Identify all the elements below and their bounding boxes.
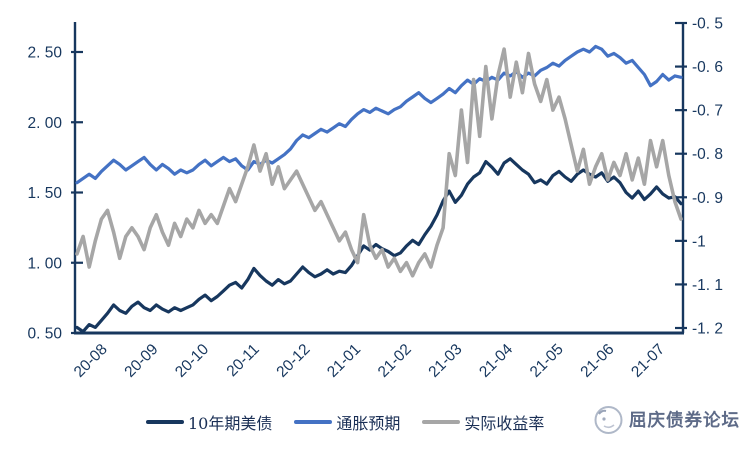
- legend-swatch-10y-treasury: [146, 420, 184, 424]
- legend: 10年期美债 通胀预期 实际收益率: [146, 410, 544, 434]
- right-axis-tick-label: -0. 6: [692, 59, 723, 76]
- x-axis-tick-label: 20-12: [273, 341, 313, 381]
- series-line-10y-treasury: [75, 157, 683, 334]
- watermark: 屈庆债券论坛: [592, 401, 740, 437]
- left-axis-tick-label: 1. 50: [28, 185, 63, 202]
- right-axis-tick-label: -0. 7: [692, 103, 723, 120]
- left-axis-tick-label: 1. 00: [28, 255, 63, 272]
- legend-item-real-yield: 实际收益率: [422, 410, 544, 434]
- left-axis-tick-label: 2. 00: [28, 115, 63, 132]
- x-axis-tick-label: 21-05: [527, 341, 567, 381]
- right-axis-tick-label: -1. 1: [692, 277, 723, 294]
- series-line-inflation-expectation: [75, 44, 683, 185]
- x-axis-tick-label: 21-07: [628, 341, 668, 381]
- x-axis-tick-label: 21-02: [375, 341, 415, 381]
- watermark-logo-icon: [594, 406, 623, 434]
- x-axis-tick-label: 20-10: [172, 341, 212, 381]
- x-axis-tick-label: 21-04: [476, 341, 516, 381]
- x-axis-tick-label: 21-06: [577, 341, 617, 381]
- x-axis-tick-label: 21-01: [324, 341, 364, 381]
- series-line-real-yield: [75, 47, 683, 278]
- right-axis-tick-label: -0. 8: [692, 146, 723, 163]
- legend-label-10y-treasury: 10年期美债: [188, 414, 273, 433]
- legend-swatch-real-yield: [422, 420, 461, 424]
- x-axis-tick-label: 20-08: [71, 341, 111, 381]
- legend-item-10y-treasury: 10年期美债: [146, 410, 272, 434]
- legend-item-inflation-expectation: 通胀预期: [294, 410, 400, 434]
- left-axis-tick-label: 0. 50: [28, 326, 63, 343]
- right-axis-tick-label: -1. 2: [692, 321, 723, 338]
- legend-label-inflation-expectation: 通胀预期: [336, 414, 401, 433]
- x-axis-tick-label: 20-11: [224, 341, 263, 380]
- right-axis-tick-label: -0. 5: [692, 16, 723, 33]
- right-axis-tick-label: -0. 9: [692, 190, 723, 207]
- right-axis-tick-label: -1: [692, 233, 706, 250]
- legend-label-real-yield: 实际收益率: [464, 414, 545, 433]
- x-axis-tick-label: 21-03: [425, 341, 465, 381]
- watermark-text: 屈庆债券论坛: [629, 410, 740, 431]
- legend-swatch-inflation-expectation: [294, 420, 333, 424]
- left-axis-tick-label: 2. 50: [28, 45, 63, 62]
- x-axis-tick-label: 20-09: [121, 341, 161, 381]
